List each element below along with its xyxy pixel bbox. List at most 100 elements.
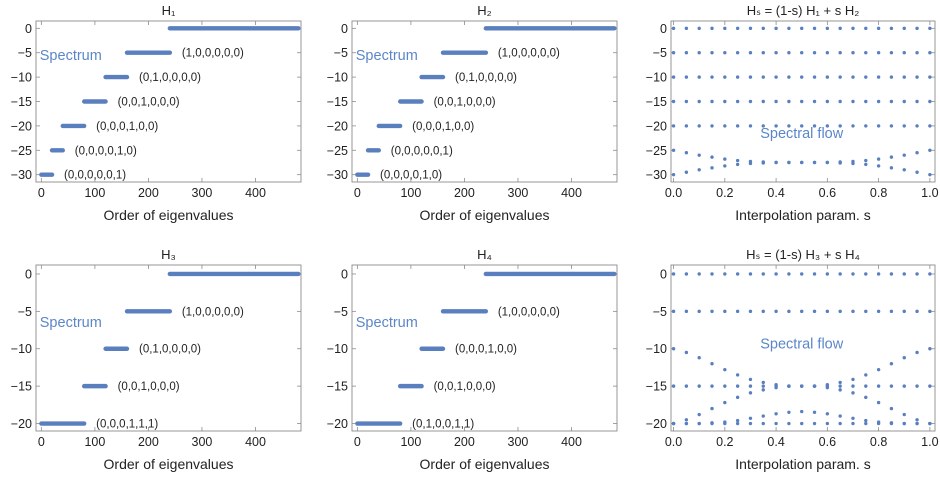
eigenvalue-point	[877, 75, 880, 78]
eigenvalue-point	[851, 378, 854, 381]
eigenvalue-point	[826, 51, 829, 54]
eigenvalue-point	[723, 310, 726, 313]
eigenvalue-point	[890, 166, 893, 169]
y-tick-label: 0	[25, 267, 32, 281]
eigenvalue-point	[915, 75, 918, 78]
x-tick-label: 0.8	[870, 186, 887, 200]
eigenvalue-point	[877, 368, 880, 371]
eigenvalue-point	[697, 124, 700, 127]
eigenvalue-point	[762, 51, 765, 54]
y-tick-label: −10	[646, 71, 667, 85]
eigenvalue-point	[928, 384, 931, 387]
eigenvalue-point	[736, 27, 739, 30]
eigenvalue-point	[774, 386, 777, 389]
x-tick-label: 0.4	[767, 435, 784, 449]
x-axis-label: Order of eigenvalues	[420, 456, 550, 472]
eigenvalue-point	[736, 100, 739, 103]
x-tick-label: 0.6	[819, 186, 836, 200]
y-tick-label: −5	[334, 305, 348, 319]
eigenvalue-point	[762, 422, 765, 425]
x-tick-label: 100	[84, 186, 105, 200]
eigenvalue-point	[736, 272, 739, 275]
eigenvalue-point	[915, 151, 918, 154]
eigenvalue-point	[851, 124, 854, 127]
eigenvalue-point	[813, 422, 816, 425]
eigenvalue-point	[723, 420, 726, 423]
x-axis-label: Interpolation param. s	[735, 456, 870, 472]
y-tick-label: −20	[327, 417, 348, 431]
eigenvalue-point	[710, 75, 713, 78]
eigenvalue-point	[762, 388, 765, 391]
eigenvalue-point	[723, 124, 726, 127]
eigenvalue-point	[723, 75, 726, 78]
eigenvalue-point	[813, 100, 816, 103]
eigenvalue-point	[890, 75, 893, 78]
eigenvalue-point	[903, 384, 906, 387]
eigenvalue-point	[915, 351, 918, 354]
x-tick-label: 0.6	[819, 435, 836, 449]
eigenvalue-point	[928, 51, 931, 54]
eigenvalue-point	[697, 356, 700, 359]
eigenvalue-point	[826, 422, 829, 425]
eigenvalue-point	[736, 124, 739, 127]
x-axis-label: Order of eigenvalues	[104, 207, 234, 223]
eigenvalue-point	[864, 310, 867, 313]
eigenvalue-point	[800, 272, 803, 275]
state-label: (0,0,0,1,0,0)	[96, 121, 158, 133]
x-tick-label: 400	[561, 435, 582, 449]
eigenvalue-point	[774, 27, 777, 30]
eigenvalue-point	[877, 310, 880, 313]
eigenvalue-point	[800, 422, 803, 425]
eigenvalue-point	[723, 401, 726, 404]
eigenvalue-point	[749, 272, 752, 275]
eigenvalue-point	[762, 75, 765, 78]
eigenvalue-point	[749, 100, 752, 103]
eigenvalue-point	[685, 310, 688, 313]
eigenvalue-point	[903, 124, 906, 127]
state-label: (0,0,1,0,0,0)	[434, 97, 496, 109]
eigenvalue-point	[838, 27, 841, 30]
eigenvalue-point	[851, 417, 854, 420]
eigenvalue-point	[864, 373, 867, 376]
eigenvalue-point	[877, 51, 880, 54]
y-tick-label: −10	[646, 342, 667, 356]
eigenvalue-point	[838, 51, 841, 54]
eigenvalue-point	[787, 422, 790, 425]
eigenvalue-point	[877, 420, 880, 423]
chart-title: Hₛ = (1-s) H₁ + s H₂	[747, 3, 860, 18]
eigenvalue-point	[749, 310, 752, 313]
eigenvalue-point	[710, 124, 713, 127]
eigenvalue-point	[697, 51, 700, 54]
eigenvalue-point	[685, 51, 688, 54]
eigenvalue-point	[697, 272, 700, 275]
eigenvalue-point	[685, 422, 688, 425]
x-tick-label: 400	[245, 186, 266, 200]
eigenvalue-point	[800, 161, 803, 164]
x-axis-label: Order of eigenvalues	[104, 456, 234, 472]
x-tick-label: 200	[138, 435, 159, 449]
y-tick-label: −15	[11, 95, 32, 109]
eigenvalue-point	[851, 75, 854, 78]
eigenvalue-point	[838, 414, 841, 417]
eigenvalue-point	[672, 422, 675, 425]
eigenvalue-point	[903, 27, 906, 30]
eigenvalue-point	[826, 75, 829, 78]
eigenvalue-point	[838, 381, 841, 384]
eigenvalue-point	[864, 51, 867, 54]
eigenvalue-point	[672, 173, 675, 176]
y-tick-label: −10	[327, 71, 348, 85]
x-tick-label: 300	[192, 435, 213, 449]
eigenvalue-point	[928, 75, 931, 78]
eigenvalue-point	[838, 100, 841, 103]
eigenvalue-point	[915, 124, 918, 127]
eigenvalue-point	[915, 100, 918, 103]
eigenvalue-point	[787, 384, 790, 387]
eigenvalue-point	[787, 272, 790, 275]
eigenvalue-point	[890, 310, 893, 313]
state-label: (0,0,0,1,0,0)	[412, 121, 474, 133]
eigenvalue-point	[672, 384, 675, 387]
annotation-label: Spectrum	[40, 315, 102, 331]
eigenvalue-point	[826, 161, 829, 164]
state-label: (0,0,1,0,0,0)	[118, 381, 180, 393]
annotation-label: Spectral flow	[760, 337, 844, 353]
